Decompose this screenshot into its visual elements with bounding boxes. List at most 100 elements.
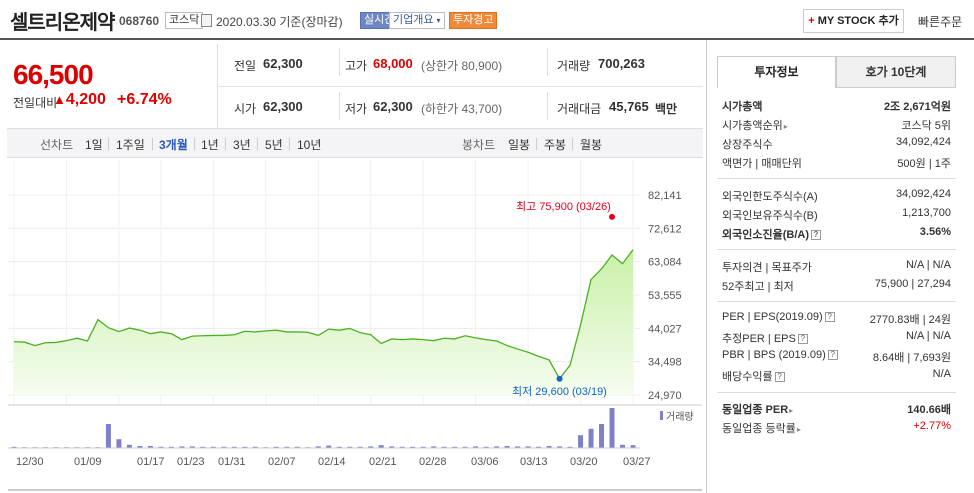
par-value: 500원 | 1주 [897, 158, 951, 170]
x-tick-label: 03/20 [570, 456, 598, 468]
volume-bar [336, 446, 342, 448]
x-tick-label: 12/30 [16, 456, 44, 468]
volume-bar [452, 446, 458, 448]
low-value: 62,300 [373, 99, 413, 114]
candle-monthly[interactable]: 월봉 [580, 138, 603, 152]
change-value: ▲4,200 [53, 91, 106, 109]
volume-bar [347, 446, 353, 448]
period-3y[interactable]: 3년 [233, 138, 251, 152]
market-cap-label: 시가총액 [722, 101, 763, 113]
volume-bar [357, 446, 363, 448]
volume-bar [378, 445, 384, 448]
divider [547, 92, 548, 120]
period-1d[interactable]: 1일 [85, 138, 103, 152]
help-icon[interactable]: ? [827, 350, 838, 361]
volume-value: 700,263 [598, 56, 645, 71]
pbr-value: 8.64배 | 7,693원 [872, 352, 951, 364]
low-marker [556, 375, 563, 382]
company-name: 셀트리온제약 [10, 12, 115, 34]
volume-bar [504, 446, 510, 448]
volume-bar [525, 446, 531, 448]
volume-bar [494, 446, 500, 448]
arrow-right-icon: ▸ [783, 122, 788, 131]
quick-order-link[interactable]: 빠른주문 [918, 15, 963, 29]
company-info-dropdown[interactable]: 기업개요 ▾ [389, 12, 445, 29]
volume-legend-label: 거래량 [666, 411, 694, 423]
change-percent: +6.74% [117, 91, 172, 108]
tab-order-book[interactable]: 호가 10단계 [836, 56, 956, 88]
change-amount: 4,200 [65, 91, 106, 108]
dividend-label: 배당수익률? [722, 368, 785, 384]
est-per-value: N/A | N/A [905, 330, 951, 342]
help-icon[interactable]: ? [811, 230, 821, 241]
market-cap-rank-label[interactable]: 시가총액순위▸ [722, 117, 788, 133]
price-line [13, 249, 634, 380]
candle-daily[interactable]: 일봉 [508, 138, 531, 152]
foreign-limit-value: 34,092,424 [895, 188, 951, 200]
y-tick-label: 53,555 [648, 290, 682, 302]
change-label: 전일대비 [13, 96, 58, 110]
x-tick-label: 02/28 [419, 456, 447, 468]
price-chart[interactable]: 82,141 72,612 63,084 53,555 44,027 34,498 24,9… [0, 160, 704, 493]
sector-rate-label[interactable]: 동일업종 등락률▸ [722, 420, 801, 436]
tab-invest-info[interactable]: 투자정보 [717, 56, 836, 88]
date-text: 2020.03.30 기준(장마감) [216, 15, 343, 29]
separator [536, 138, 537, 150]
market-cap-rank-text: 시가총액순위 [722, 120, 783, 132]
volume-bar [441, 446, 447, 448]
volume-bar [179, 446, 185, 448]
per-value: 2770.83배 | 24원 [869, 314, 951, 326]
volume-bar [515, 446, 521, 448]
help-icon[interactable]: ? [824, 312, 835, 323]
period-10y[interactable]: 10년 [297, 138, 322, 152]
help-icon[interactable]: ? [774, 372, 785, 383]
week52-value: 75,900 | 27,294 [874, 278, 951, 290]
volume-bar [630, 445, 636, 448]
candle-weekly[interactable]: 주봉 [544, 138, 567, 152]
volume-bar [294, 446, 300, 448]
document-icon[interactable] [201, 14, 212, 27]
x-tick-label: 01/23 [177, 456, 205, 468]
prev-close-label: 전일 [234, 59, 257, 73]
volume-bar [567, 446, 573, 448]
trade-amount-value: 45,765 [609, 99, 649, 114]
divider [547, 48, 548, 76]
volume-bar [105, 424, 111, 448]
help-icon[interactable]: ? [797, 334, 808, 345]
volume-bar [410, 446, 416, 448]
separator [152, 138, 153, 150]
volume-bar [273, 446, 279, 448]
volume-bar [399, 446, 405, 448]
volume-bar [368, 446, 374, 448]
mystock-add-button[interactable]: + MY STOCK 추가 [803, 9, 904, 33]
market-cap-rank-value: 코스닥 5위 [901, 120, 951, 132]
arrow-right-icon: ▸ [796, 425, 801, 434]
y-tick-label: 82,141 [648, 190, 682, 202]
sector-per-label[interactable]: 동일업종 PER▸ [722, 401, 793, 417]
period-5y[interactable]: 5년 [265, 138, 283, 152]
right-panel [706, 40, 974, 493]
period-1y[interactable]: 1년 [201, 138, 219, 152]
volume-bar [189, 446, 195, 448]
x-tick-label: 01/31 [218, 456, 246, 468]
upper-limit: (상한가 80,900) [421, 59, 503, 73]
divider [339, 92, 340, 120]
period-3m-active[interactable]: 3개월 [159, 138, 188, 152]
x-tick-label: 02/07 [268, 456, 296, 468]
per-text: PER | EPS(2019.09) [722, 311, 823, 323]
x-tick-label: 03/06 [471, 456, 499, 468]
volume-bar [620, 444, 626, 448]
live-button[interactable]: 실시간 [360, 12, 399, 29]
volume-bar [557, 446, 563, 448]
dividend-value: N/A [932, 368, 951, 380]
volume-bar [420, 446, 426, 448]
divider [717, 392, 956, 393]
separator [572, 138, 573, 150]
prev-close-value: 62,300 [263, 56, 303, 71]
period-1w[interactable]: 1주일 [116, 138, 145, 152]
volume-bar [546, 446, 552, 448]
sector-rate-value: +2.77% [913, 420, 951, 432]
low-label: 최저 29,600 (03/19) [512, 385, 607, 398]
y-tick-label: 34,498 [648, 357, 682, 369]
volume-bar [326, 445, 332, 448]
